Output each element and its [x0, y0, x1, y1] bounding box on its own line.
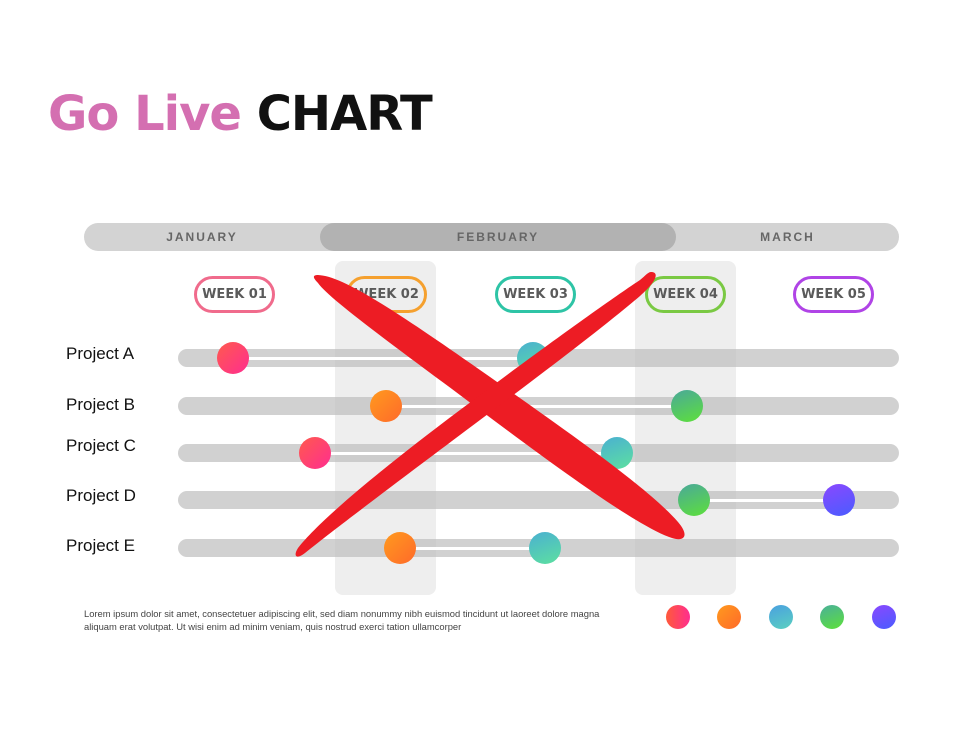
- project-a-end-dot: [517, 342, 549, 374]
- title-chart: CHART: [256, 86, 433, 142]
- project-e-start-dot: [384, 532, 416, 564]
- project-b-start-dot: [370, 390, 402, 422]
- project-c-start-dot: [299, 437, 331, 469]
- legend-orange-icon: [717, 605, 741, 629]
- project-e-label: Project E: [66, 536, 135, 555]
- month-march: MARCH: [760, 230, 815, 244]
- week-04-badge: WEEK 04: [645, 276, 726, 313]
- project-e-span: [400, 547, 545, 550]
- month-highlight-february: [320, 223, 676, 251]
- title-go-live: Go Live: [48, 86, 242, 142]
- legend-purple-icon: [872, 605, 896, 629]
- week-01-badge: WEEK 01: [194, 276, 275, 313]
- project-b-label: Project B: [66, 395, 135, 414]
- project-d-label: Project D: [66, 486, 136, 505]
- month-january: JANUARY: [166, 230, 238, 244]
- legend-green-icon: [820, 605, 844, 629]
- project-b-span: [386, 405, 687, 408]
- project-b-end-dot: [671, 390, 703, 422]
- project-c-end-dot: [601, 437, 633, 469]
- week-02-badge: WEEK 02: [346, 276, 427, 313]
- project-d-span: [694, 499, 839, 502]
- project-e-end-dot: [529, 532, 561, 564]
- week-05-badge: WEEK 05: [793, 276, 874, 313]
- legend-pink-icon: [666, 605, 690, 629]
- project-a-span: [233, 357, 533, 360]
- footnote-text: Lorem ipsum dolor sit amet, consectetuer…: [84, 608, 600, 632]
- project-d-start-dot: [678, 484, 710, 516]
- project-c-label: Project C: [66, 436, 136, 455]
- week-03-badge: WEEK 03: [495, 276, 576, 313]
- project-a-start-dot: [217, 342, 249, 374]
- page-title: Go Live CHART: [48, 84, 433, 144]
- month-february: FEBRUARY: [456, 230, 540, 244]
- legend-blue-icon: [769, 605, 793, 629]
- project-c-span: [315, 452, 617, 455]
- project-a-label: Project A: [66, 344, 135, 363]
- project-d-end-dot: [823, 484, 855, 516]
